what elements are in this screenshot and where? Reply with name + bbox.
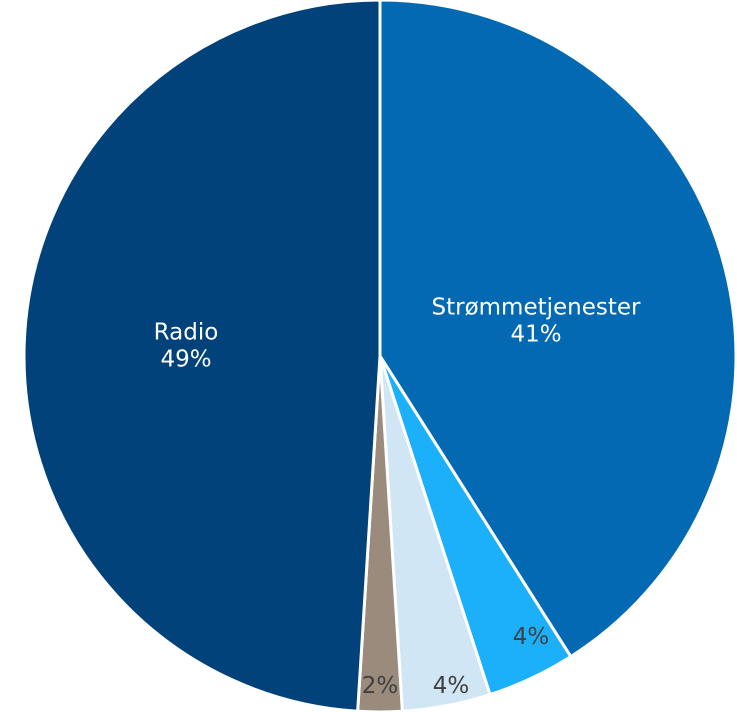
pie-labels: Strømmetjenester 41% 4% 4% 2% Radio 49% bbox=[154, 295, 641, 700]
pie-slice-value-4: 49% bbox=[160, 347, 211, 373]
pie-slice-value-3: 2% bbox=[362, 673, 399, 699]
pie-slice-value-0: 41% bbox=[510, 322, 561, 348]
pie-slices bbox=[22, 0, 737, 712]
pie-slice-label-1: 4% bbox=[513, 624, 550, 650]
pie-slice-category-0: Strømmetjenester bbox=[432, 295, 642, 321]
pie-slice-value-1: 4% bbox=[513, 624, 550, 650]
pie-slice-label-2: 4% bbox=[433, 673, 470, 699]
pie-slice-label-0: Strømmetjenester 41% bbox=[432, 295, 642, 348]
pie-slice-0 bbox=[378, 0, 737, 659]
pie-slice-value-2: 4% bbox=[433, 673, 470, 699]
pie-slice-4 bbox=[22, 0, 382, 712]
pie-slice-category-4: Radio bbox=[154, 320, 219, 346]
pie-slice-label-4: Radio 49% bbox=[154, 320, 219, 373]
pie-slice-label-3: 2% bbox=[362, 673, 399, 699]
